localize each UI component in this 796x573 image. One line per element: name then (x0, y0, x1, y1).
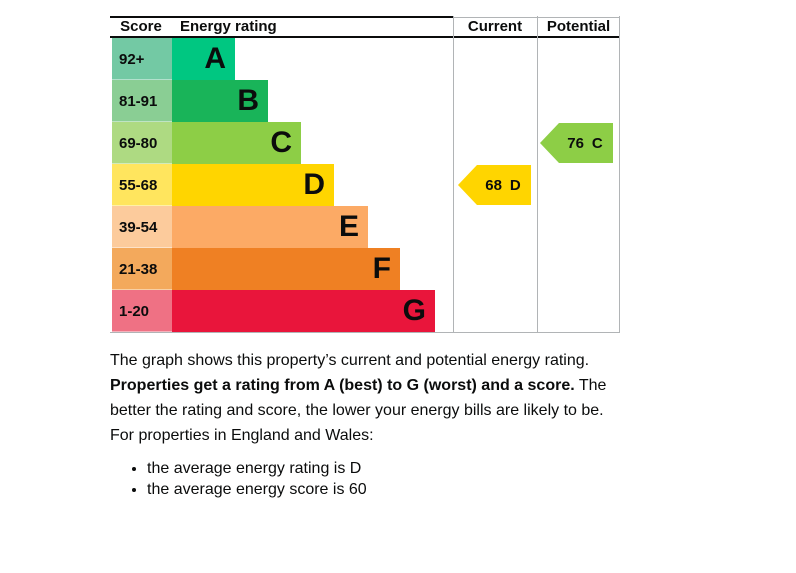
band-letter: G (402, 294, 426, 327)
band-letter: A (204, 42, 226, 75)
band-bar-e: E (172, 206, 368, 248)
column-divider (453, 16, 454, 332)
rating-explanation-paragraph: Properties get a rating from A (best) to… (110, 373, 624, 423)
band-row-a: 92+ A (110, 38, 620, 80)
chart-right-edge (619, 16, 620, 332)
potential-column-header: Potential (546, 18, 611, 35)
band-bar-d: D (172, 164, 334, 206)
band-bar-b: B (172, 80, 268, 122)
chart-bottom-edge (110, 332, 620, 333)
average-stats-list: the average energy rating is D the avera… (110, 458, 624, 500)
current-column-header: Current (467, 18, 523, 35)
band-letter: E (338, 210, 359, 243)
regions-heading: For properties in England and Wales: (110, 427, 374, 444)
score-column-header: Score (120, 18, 162, 35)
band-letter: D (303, 168, 325, 201)
average-score-item: the average energy score is 60 (147, 479, 624, 500)
potential-score-value: 76 (567, 134, 584, 152)
chart-top-border-light (453, 17, 620, 18)
score-range-label: 1-20 (112, 290, 172, 332)
score-range-label: 39-54 (112, 206, 172, 248)
rating-band-rows: 92+ A 81-91 B 69-80 C 55-68 D 39-54 E 21… (110, 38, 620, 332)
rating-explanation-bold: Properties get a rating from A (best) to… (110, 377, 575, 394)
band-bar-f: F (172, 248, 400, 290)
score-range-label: 69-80 (112, 122, 172, 164)
average-rating-item: the average energy rating is D (147, 458, 624, 479)
band-row-g: 1-20 G (110, 290, 620, 332)
band-row-b: 81-91 B (110, 80, 620, 122)
band-row-f: 21-38 F (110, 248, 620, 290)
score-range-label: 92+ (112, 38, 172, 80)
current-rating-letter: D (509, 176, 521, 194)
band-letter: B (237, 84, 259, 117)
score-range-label: 21-38 (112, 248, 172, 290)
chart-header-row: Score Energy rating Current Potential (110, 18, 620, 38)
epc-rating-chart: Score Energy rating Current Potential 92… (110, 16, 620, 334)
explanatory-text: The graph shows this property’s current … (110, 348, 624, 500)
intro-paragraph: The graph shows this property’s current … (110, 352, 590, 369)
band-bar-a: A (172, 38, 235, 80)
band-row-e: 39-54 E (110, 206, 620, 248)
energy-rating-column-header: Energy rating (180, 18, 277, 35)
band-row-c: 69-80 C (110, 122, 620, 164)
band-letter: C (270, 126, 292, 159)
band-bar-c: C (172, 122, 301, 164)
column-divider (537, 16, 538, 332)
current-score-value: 68 (485, 176, 502, 194)
score-range-label: 81-91 (112, 80, 172, 122)
potential-rating-letter: C (591, 134, 603, 152)
band-bar-g: G (172, 290, 435, 332)
rating-explanation-rest: The better the rating and score, the low… (110, 377, 607, 419)
band-letter: F (372, 252, 391, 285)
score-range-label: 55-68 (112, 164, 172, 206)
chart-top-border (110, 16, 453, 18)
band-row-d: 55-68 D (110, 164, 620, 206)
